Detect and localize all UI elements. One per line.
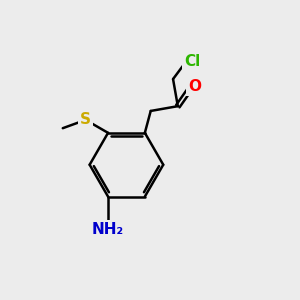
Text: NH₂: NH₂ [92,222,124,237]
Text: S: S [80,112,91,128]
Text: Cl: Cl [184,54,201,69]
Text: O: O [188,79,201,94]
